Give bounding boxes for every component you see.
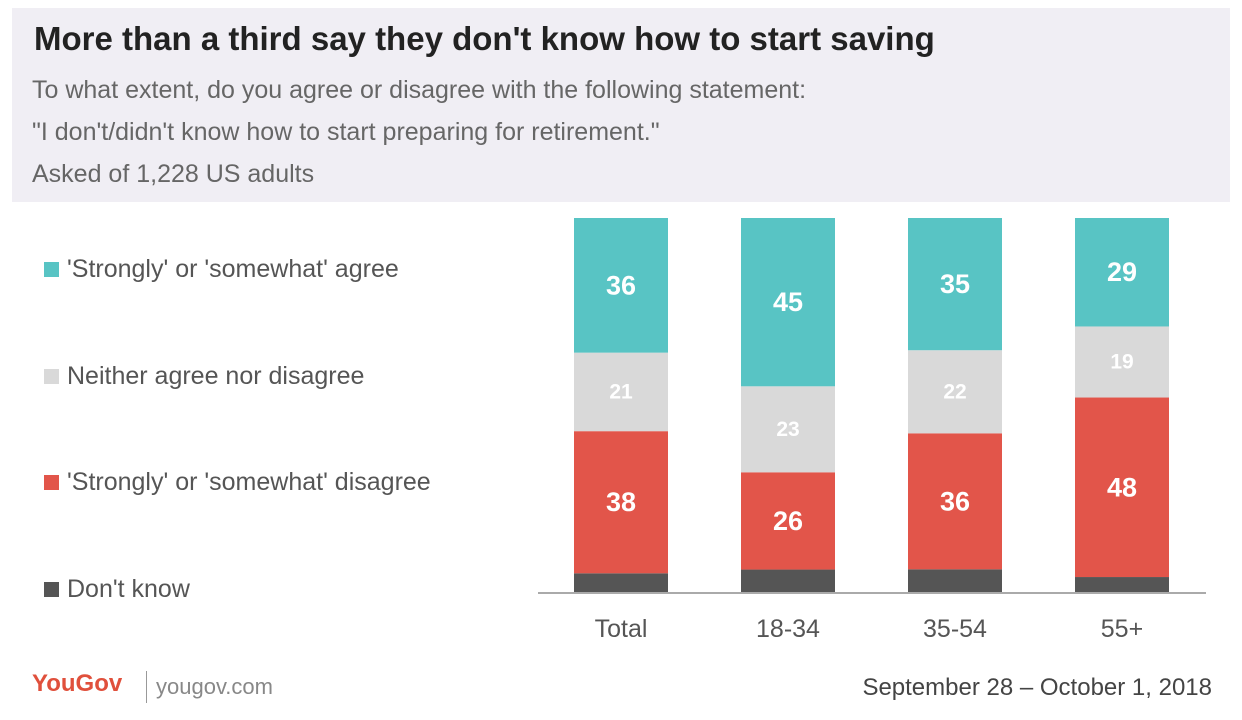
bar-segment-strongly-or-somewhat-agree-total — [574, 218, 668, 353]
bar-segment-strongly-or-somewhat-agree-35-54 — [908, 218, 1002, 351]
x-tick-label-35-54: 35-54 — [923, 615, 987, 643]
bar-segment-strongly-or-somewhat-agree-55 — [1075, 218, 1169, 327]
bar-segment-neither-agree-nor-disagree-35-54 — [908, 350, 1002, 434]
sample-text: Asked of 1,228 US adults — [32, 160, 315, 188]
survey-date: September 28 – October 1, 2018 — [862, 674, 1212, 701]
data-label-strongly-or-somewhat-agree-35-54: 35 — [940, 269, 970, 299]
bar-segment-strongly-or-somewhat-disagree-18-34 — [741, 472, 835, 570]
bar-segment-neither-agree-nor-disagree-total — [574, 352, 668, 432]
legend-label-neither: Neither agree nor disagree — [67, 361, 365, 390]
question-text: To what extent, do you agree or disagree… — [32, 76, 807, 104]
x-tick-label-55: 55+ — [1101, 615, 1143, 643]
data-label-strongly-or-somewhat-agree-total: 36 — [606, 270, 636, 300]
legend-item-disagree: 'Strongly' or 'somewhat' disagree — [44, 467, 431, 497]
bar-segment-don-t-know-18-34 — [741, 569, 835, 592]
x-tick-label-total: Total — [595, 615, 648, 643]
bar-segment-strongly-or-somewhat-disagree-55 — [1075, 397, 1169, 578]
data-label-strongly-or-somewhat-disagree-35-54: 36 — [940, 486, 970, 516]
data-label-strongly-or-somewhat-disagree-18-34: 26 — [773, 506, 803, 536]
legend-item-dont-know: Don't know — [44, 574, 190, 604]
data-label-neither-agree-nor-disagree-55: 19 — [1110, 350, 1133, 373]
data-label-strongly-or-somewhat-agree-55: 29 — [1107, 257, 1137, 287]
data-label-neither-agree-nor-disagree-total: 21 — [609, 380, 633, 403]
legend-swatch-agree — [44, 261, 59, 277]
legend-label-disagree: 'Strongly' or 'somewhat' disagree — [67, 467, 431, 496]
bar-segment-don-t-know-total — [574, 573, 668, 592]
legend-item-agree: 'Strongly' or 'somewhat' agree — [44, 254, 399, 284]
bar-segment-neither-agree-nor-disagree-55 — [1075, 326, 1169, 398]
data-label-strongly-or-somewhat-disagree-total: 38 — [606, 487, 636, 517]
data-label-neither-agree-nor-disagree-18-34: 23 — [776, 418, 799, 441]
legend-swatch-neither — [44, 368, 59, 384]
legend-swatch-dont-know — [44, 581, 59, 597]
bar-segment-don-t-know-35-54 — [908, 569, 1002, 592]
legend-swatch-disagree — [44, 474, 59, 490]
header-panel: More than a third say they don't know ho… — [12, 8, 1230, 202]
footer-site: yougov.com — [156, 674, 273, 699]
statement-text: "I don't/didn't know how to start prepar… — [32, 118, 660, 146]
bar-segment-neither-agree-nor-disagree-18-34 — [741, 386, 835, 473]
data-label-neither-agree-nor-disagree-35-54: 22 — [943, 380, 966, 403]
x-tick-label-18-34: 18-34 — [756, 615, 820, 643]
bar-segment-don-t-know-55 — [1075, 577, 1169, 592]
legend-label-dont-know: Don't know — [67, 574, 190, 603]
legend-item-neither: Neither agree nor disagree — [44, 361, 364, 391]
footer-divider — [146, 671, 147, 703]
chart-title: More than a third say they don't know ho… — [34, 20, 935, 57]
bar-segment-strongly-or-somewhat-disagree-total — [574, 431, 668, 574]
bar-segment-strongly-or-somewhat-agree-18-34 — [741, 218, 835, 387]
data-label-strongly-or-somewhat-agree-18-34: 45 — [773, 287, 803, 317]
data-label-strongly-or-somewhat-disagree-55: 48 — [1107, 472, 1137, 502]
legend-label-agree: 'Strongly' or 'somewhat' agree — [67, 254, 399, 283]
yougov-logo: YouGov — [32, 670, 123, 697]
bar-segment-strongly-or-somewhat-disagree-35-54 — [908, 433, 1002, 570]
stacked-bar-chart: 38 21 36 Total 26 23 45 18-34 36 22 35 35-54 48 19 29 5… — [538, 218, 1206, 643]
